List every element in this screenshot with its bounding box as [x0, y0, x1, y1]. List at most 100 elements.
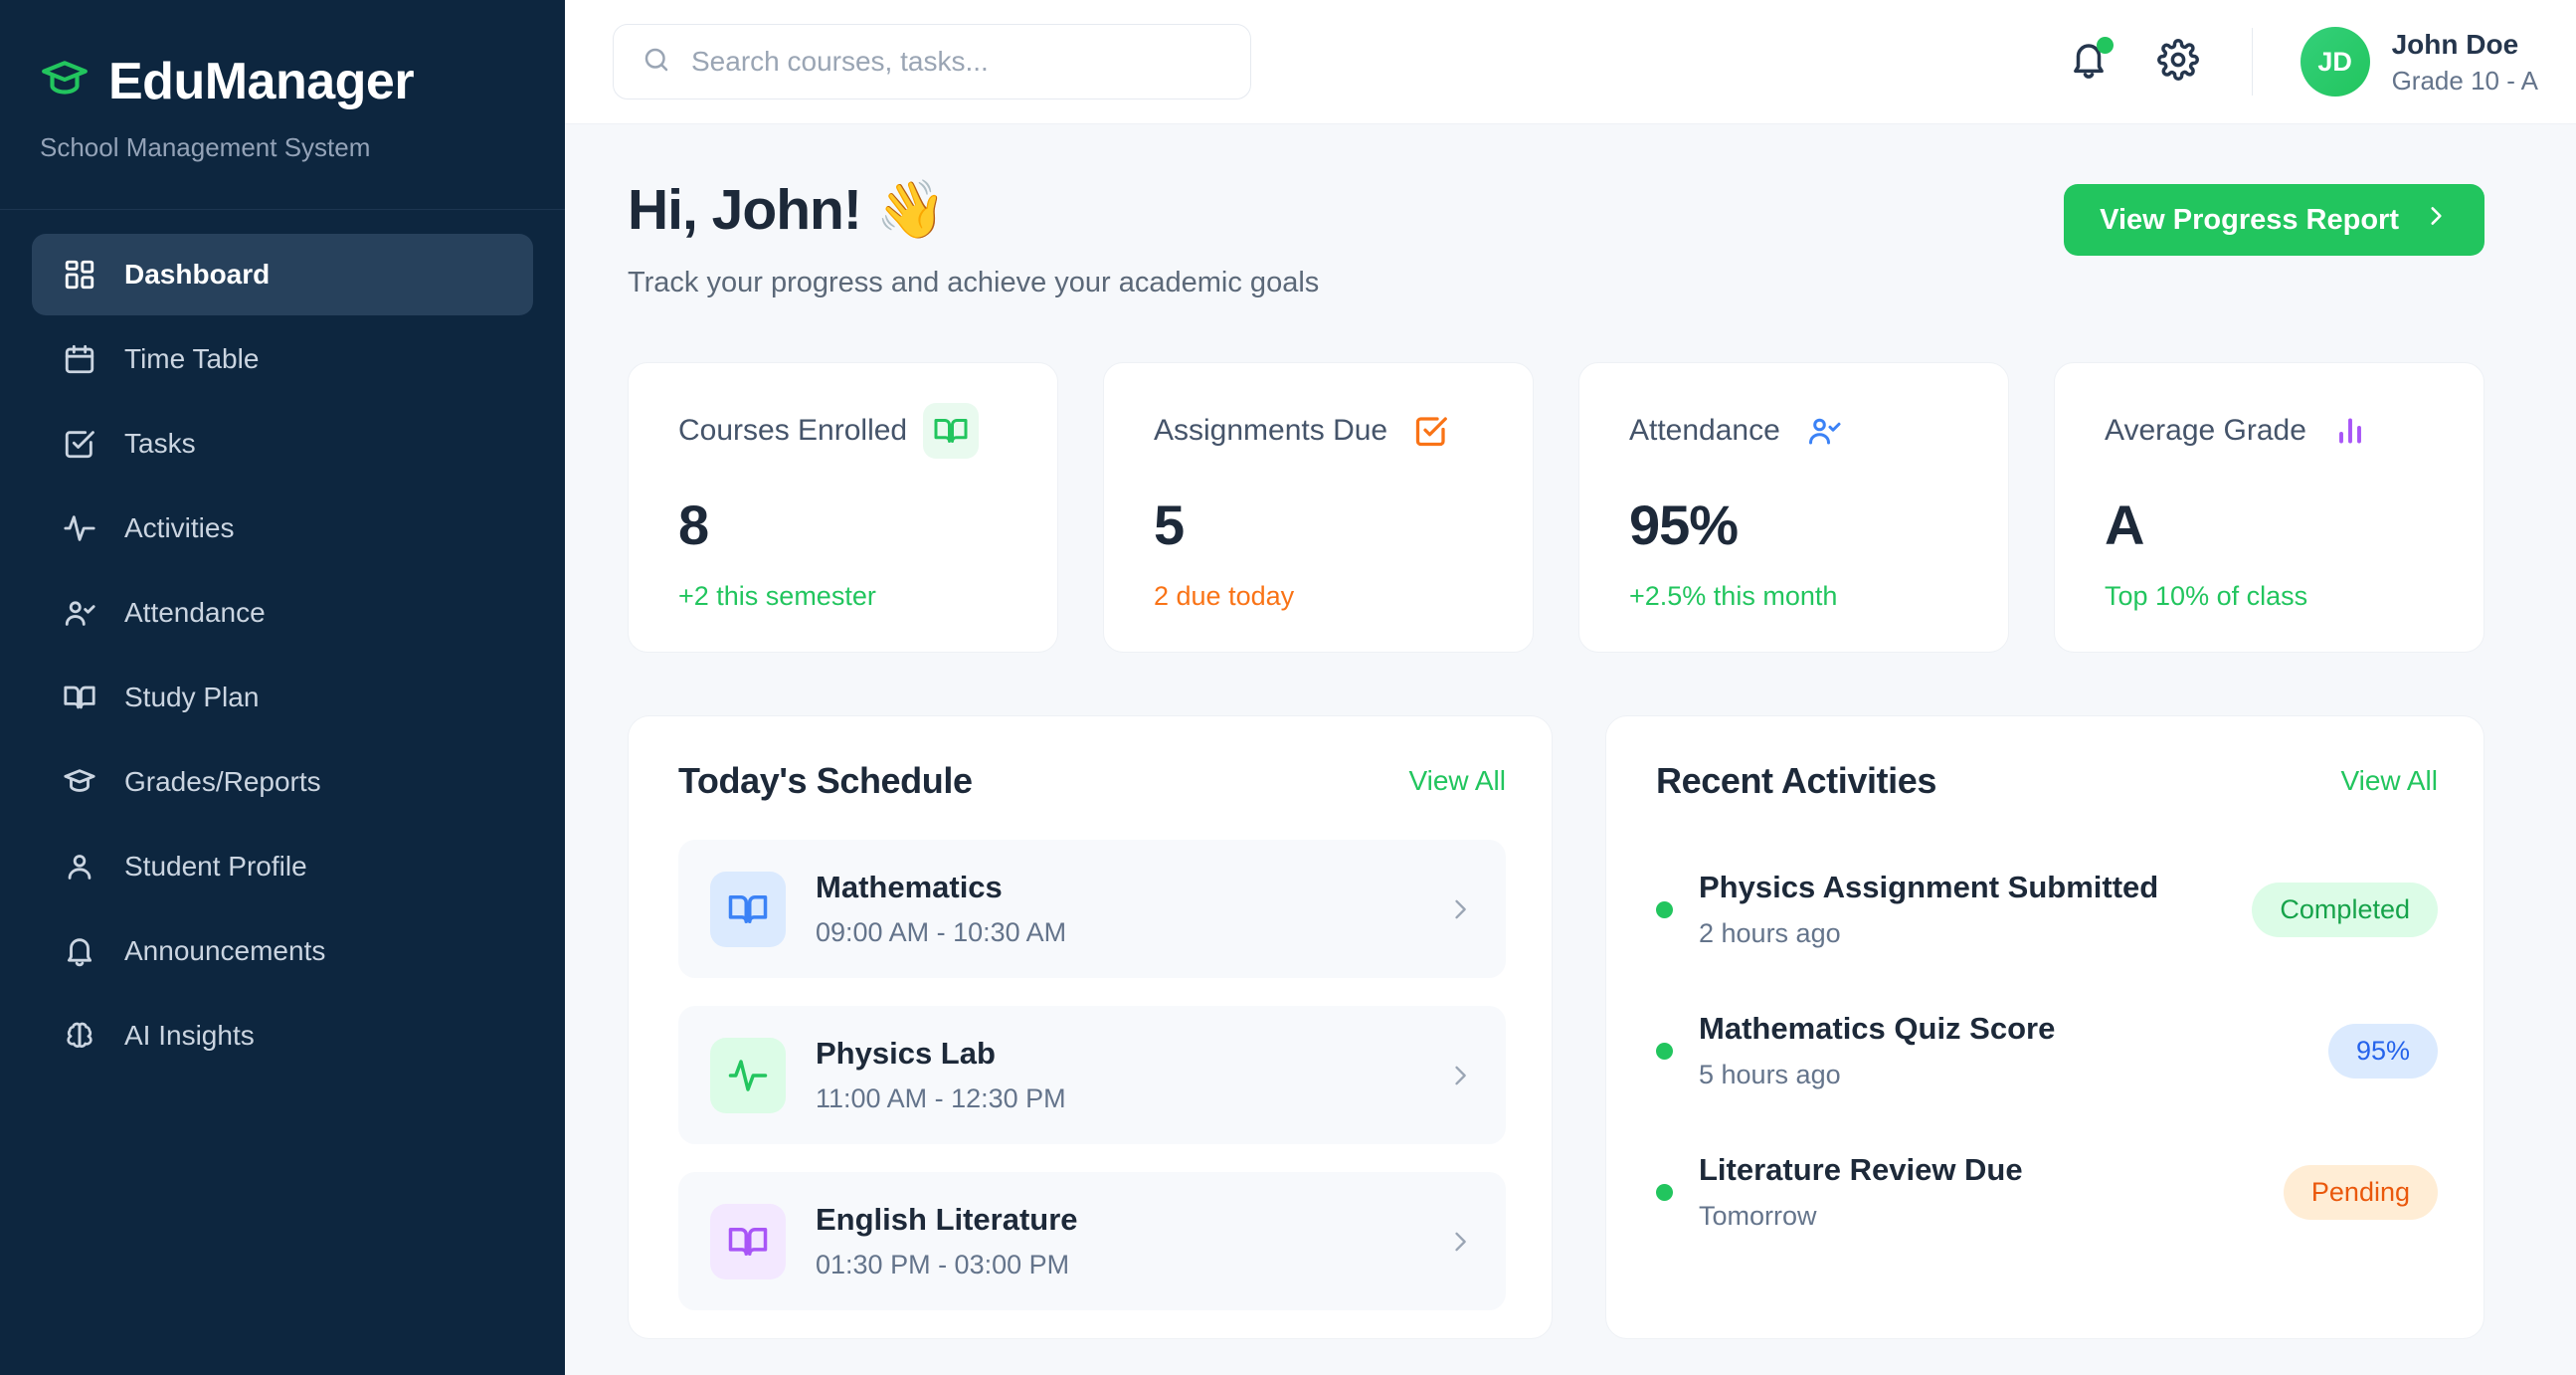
sidebar-item-student-profile[interactable]: Student Profile: [32, 826, 533, 907]
sidebar-item-label: Attendance: [124, 597, 266, 628]
list-item[interactable]: Mathematics 09:00 AM - 10:30 AM: [678, 840, 1506, 978]
list-item[interactable]: Physics Assignment Submitted 2 hours ago…: [1656, 846, 2438, 987]
bell-icon: [62, 933, 97, 969]
sidebar-item-label: Grades/Reports: [124, 766, 321, 797]
cta-label: View Progress Report: [2100, 203, 2399, 236]
activity-pulse-icon: [62, 510, 97, 546]
schedule-item-time: 01:30 PM - 03:00 PM: [816, 1250, 1070, 1279]
activity-title: Mathematics Quiz Score: [1699, 1011, 2056, 1046]
view-all-schedule-link[interactable]: View All: [1408, 765, 1506, 796]
settings-button[interactable]: [2152, 36, 2204, 88]
schedule-item-time: 09:00 AM - 10:30 AM: [816, 917, 1067, 947]
sidebar-item-announcements[interactable]: Announcements: [32, 910, 533, 992]
calendar-icon: [62, 341, 97, 377]
open-book-icon: [62, 680, 97, 715]
list-item[interactable]: Mathematics Quiz Score 5 hours ago 95%: [1656, 987, 2438, 1128]
check-square-icon: [62, 426, 97, 462]
stat-value: 5: [1154, 493, 1185, 556]
list-item[interactable]: Physics Lab 11:00 AM - 12:30 PM: [678, 1006, 1506, 1144]
list-item[interactable]: Literature Review Due Tomorrow Pending: [1656, 1128, 2438, 1270]
view-progress-report-button[interactable]: View Progress Report: [2064, 184, 2484, 256]
stat-label: Average Grade: [2105, 414, 2306, 447]
open-book-icon: [710, 1203, 786, 1279]
stat-value: A: [2105, 493, 2144, 556]
brand-block: EduManager School Management System: [0, 0, 565, 209]
grid-dashboard-icon: [62, 257, 97, 293]
schedule-item-name: English Literature: [816, 1202, 1078, 1237]
user-check-icon: [62, 595, 97, 631]
avatar: JD: [2300, 27, 2370, 97]
sidebar-item-grades-reports[interactable]: Grades/Reports: [32, 741, 533, 823]
bell-icon: [2068, 39, 2110, 86]
page-title: Hi, John! 👋: [628, 178, 947, 242]
stat-card-courses-enrolled: Courses Enrolled 8 +2 this semester: [628, 362, 1058, 653]
sidebar: EduManager School Management System Dash…: [0, 0, 565, 1375]
user-icon: [62, 849, 97, 884]
stat-delta: +2.5% this month: [1629, 581, 1838, 611]
content-area: Hi, John! 👋 Track your progress and achi…: [565, 124, 2576, 1375]
list-item[interactable]: English Literature 01:30 PM - 03:00 PM: [678, 1172, 1506, 1310]
chevron-right-icon: [2423, 203, 2449, 237]
sidebar-item-activities[interactable]: Activities: [32, 488, 533, 569]
bar-chart-icon: [2322, 403, 2378, 459]
status-badge: Pending: [2283, 1164, 2438, 1220]
search-box[interactable]: [613, 24, 1251, 99]
sidebar-divider: [0, 209, 565, 210]
topbar: JD John Doe Grade 10 - A: [565, 0, 2576, 124]
graduation-cap-icon: [40, 55, 90, 109]
notifications-button[interactable]: [2063, 36, 2115, 88]
view-all-activities-link[interactable]: View All: [2340, 765, 2438, 796]
user-profile[interactable]: JD John Doe Grade 10 - A: [2300, 27, 2538, 98]
sidebar-item-study-plan[interactable]: Study Plan: [32, 657, 533, 738]
activity-title: Literature Review Due: [1699, 1152, 2023, 1187]
chevron-right-icon: [1446, 1062, 1474, 1089]
schedule-item-name: Mathematics: [816, 870, 1003, 904]
sidebar-item-ai-insights[interactable]: AI Insights: [32, 995, 533, 1077]
check-square-icon: [1403, 403, 1459, 459]
sidebar-item-label: Study Plan: [124, 682, 260, 712]
sidebar-item-label: Student Profile: [124, 851, 307, 882]
open-book-icon: [710, 871, 786, 947]
search-input[interactable]: [691, 46, 1222, 78]
brand-title: EduManager: [108, 53, 415, 110]
sidebar-item-tasks[interactable]: Tasks: [32, 403, 533, 485]
stat-delta: Top 10% of class: [2105, 581, 2308, 611]
brain-icon: [62, 1018, 97, 1054]
stat-label: Attendance: [1629, 414, 1780, 447]
stat-card-assignments-due: Assignments Due 5 2 due today: [1103, 362, 1534, 653]
sidebar-nav: Dashboard Time Table Tasks Activities At…: [0, 210, 565, 1080]
activity-title: Physics Assignment Submitted: [1699, 870, 2159, 904]
sidebar-item-label: Dashboard: [124, 259, 271, 290]
brand-subtitle: School Management System: [40, 132, 371, 162]
stat-value: 95%: [1629, 493, 1739, 556]
chevron-right-icon: [1446, 1228, 1474, 1256]
schedule-list: Mathematics 09:00 AM - 10:30 AM Physics …: [678, 840, 1506, 1310]
panels-row: Today's Schedule View All Mathematics 09…: [628, 715, 2484, 1339]
activity-time: 2 hours ago: [1699, 918, 1841, 948]
stat-label: Courses Enrolled: [678, 414, 908, 447]
sidebar-item-time-table[interactable]: Time Table: [32, 318, 533, 400]
sidebar-item-attendance[interactable]: Attendance: [32, 572, 533, 654]
user-name: John Doe: [2391, 28, 2519, 60]
gear-icon: [2156, 38, 2199, 86]
notification-badge-dot: [2096, 37, 2114, 54]
open-book-icon: [923, 403, 980, 459]
schedule-item-time: 11:00 AM - 12:30 PM: [816, 1083, 1066, 1113]
status-badge: Completed: [2252, 882, 2438, 937]
recent-activities-panel: Recent Activities View All Physics Assig…: [1605, 715, 2484, 1339]
sidebar-item-label: Activities: [124, 512, 235, 543]
stat-delta: +2 this semester: [678, 581, 876, 611]
sidebar-item-dashboard[interactable]: Dashboard: [32, 234, 533, 315]
stat-cards: Courses Enrolled 8 +2 this semester Assi…: [628, 362, 2484, 653]
stat-card-attendance: Attendance 95% +2.5% this month: [1578, 362, 2009, 653]
sidebar-item-label: Tasks: [124, 428, 196, 459]
search-icon: [642, 45, 671, 80]
activity-pulse-icon: [710, 1037, 786, 1113]
graduation-cap-icon: [62, 764, 97, 800]
greeting-row: Hi, John! 👋 Track your progress and achi…: [628, 176, 2484, 299]
sidebar-item-label: Announcements: [124, 935, 326, 966]
activity-time: Tomorrow: [1699, 1201, 1817, 1231]
activities-list: Physics Assignment Submitted 2 hours ago…: [1656, 846, 2438, 1270]
stat-value: 8: [678, 493, 709, 556]
stat-delta: 2 due today: [1154, 581, 1295, 611]
